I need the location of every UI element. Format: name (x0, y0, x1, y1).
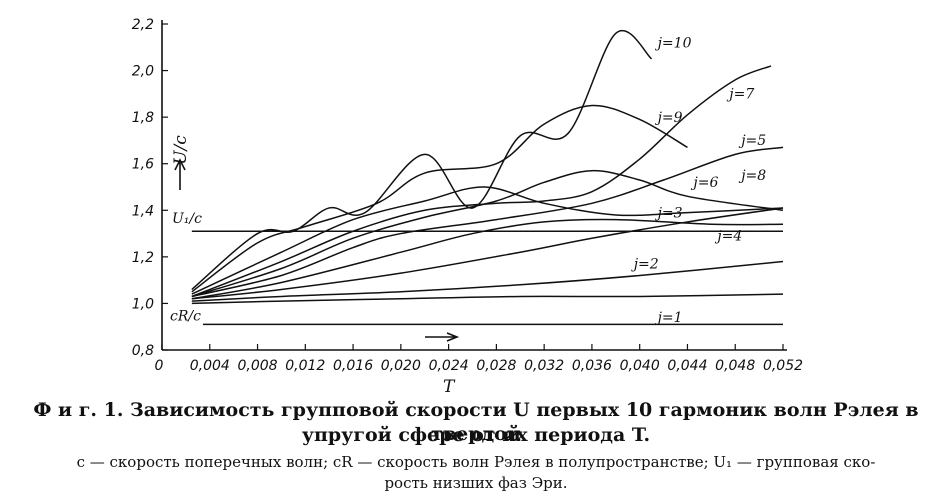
curve-j-4 (191, 218, 784, 300)
curve-label-j-2: j=2 (631, 257, 659, 273)
y-tick-label: 1,0 (132, 296, 154, 312)
x-tick-label: 0,048 (715, 358, 755, 374)
y-axis-label: U/c (171, 135, 191, 165)
curve-label-j-9: j=9 (655, 110, 683, 126)
x-tick-label: 0,052 (763, 358, 803, 374)
x-tick-label: 0,028 (476, 358, 516, 374)
y-tick-label: 1,4 (132, 203, 154, 219)
curve-label-j-6: j=6 (690, 175, 718, 191)
y-tick-label: 2,2 (132, 17, 154, 33)
curve-j-1 (191, 293, 784, 305)
figure-caption-title: Ф и г. 1. Зависимость групповой скорости… (33, 399, 919, 445)
curve-j-9 (191, 104, 688, 293)
curve-j-5 (191, 146, 784, 298)
x-tick-label: 0,008 (237, 358, 277, 374)
curve-label-j-10: j=10 (655, 35, 692, 51)
x-tick-label: 0,044 (667, 358, 707, 374)
x-axis-label: T (443, 377, 456, 395)
curve-j-10 (191, 29, 653, 291)
figure-caption-title-continued: упругой сфере от их периода T. (301, 424, 651, 446)
x-tick-label: 0,012 (285, 358, 325, 374)
curve-j-8 (191, 186, 784, 295)
reference-line-label: cR/c (170, 308, 201, 324)
x-tick-label: 0,024 (429, 358, 469, 374)
figure-caption-notes-continued: рость низших фаз Эри. (384, 474, 568, 492)
x-tick-label: 0 (155, 358, 164, 374)
curve-j-7 (191, 65, 772, 298)
chart-svg: 0,8 1,0 1,2 1,4 1,6 1,8 2,0 2,2 0 0,004 0,008 0,012… (132, 17, 803, 395)
y-tick-label: 1,6 (132, 157, 154, 173)
y-tick-label: 0,8 (132, 343, 154, 359)
figure-caption-notes: c — скорость поперечных волн; cR — скоро… (76, 453, 876, 471)
chart-labels: T U/c U₁/c cR/c j=1 j=2 j=3 j=4 j=5 j=6 j=7 j=8 j=9 j… (170, 35, 766, 395)
reference-line-label: U₁/c (172, 211, 202, 227)
chart-ticks: 0,8 1,0 1,2 1,4 1,6 1,8 2,0 2,2 0 0,004 0,008 0,012… (132, 17, 803, 374)
curve-label-j-7: j=7 (726, 87, 754, 103)
y-tick-label: 2,0 (132, 64, 154, 80)
curve-j-3 (191, 207, 784, 300)
curve-j-6 (191, 169, 784, 298)
x-direction-arrow (425, 332, 460, 342)
figure-chart: 0,8 1,0 1,2 1,4 1,6 1,8 2,0 2,2 0 0,004 0,008 0,012… (132, 17, 803, 395)
curve-label-j-3: j=3 (655, 205, 683, 221)
x-tick-label: 0,040 (620, 358, 660, 374)
x-tick-label: 0,036 (572, 358, 612, 374)
y-axis-arrow (174, 158, 186, 190)
x-tick-label: 0,020 (381, 358, 421, 374)
y-tick-label: 1,2 (132, 250, 154, 266)
y-tick-label: 1,8 (132, 110, 154, 126)
curve-label-j-1: j=1 (655, 310, 683, 326)
curve-label-j-8: j=8 (738, 168, 766, 184)
x-tick-label: 0,004 (190, 358, 230, 374)
curve-label-j-5: j=5 (738, 133, 766, 149)
curve-label-j-4: j=4 (714, 229, 742, 245)
x-tick-label: 0,032 (524, 358, 564, 374)
curve-j-2 (191, 260, 784, 302)
chart-curves (191, 29, 784, 326)
x-tick-label: 0,016 (333, 358, 373, 374)
chart-axes (161, 20, 787, 351)
